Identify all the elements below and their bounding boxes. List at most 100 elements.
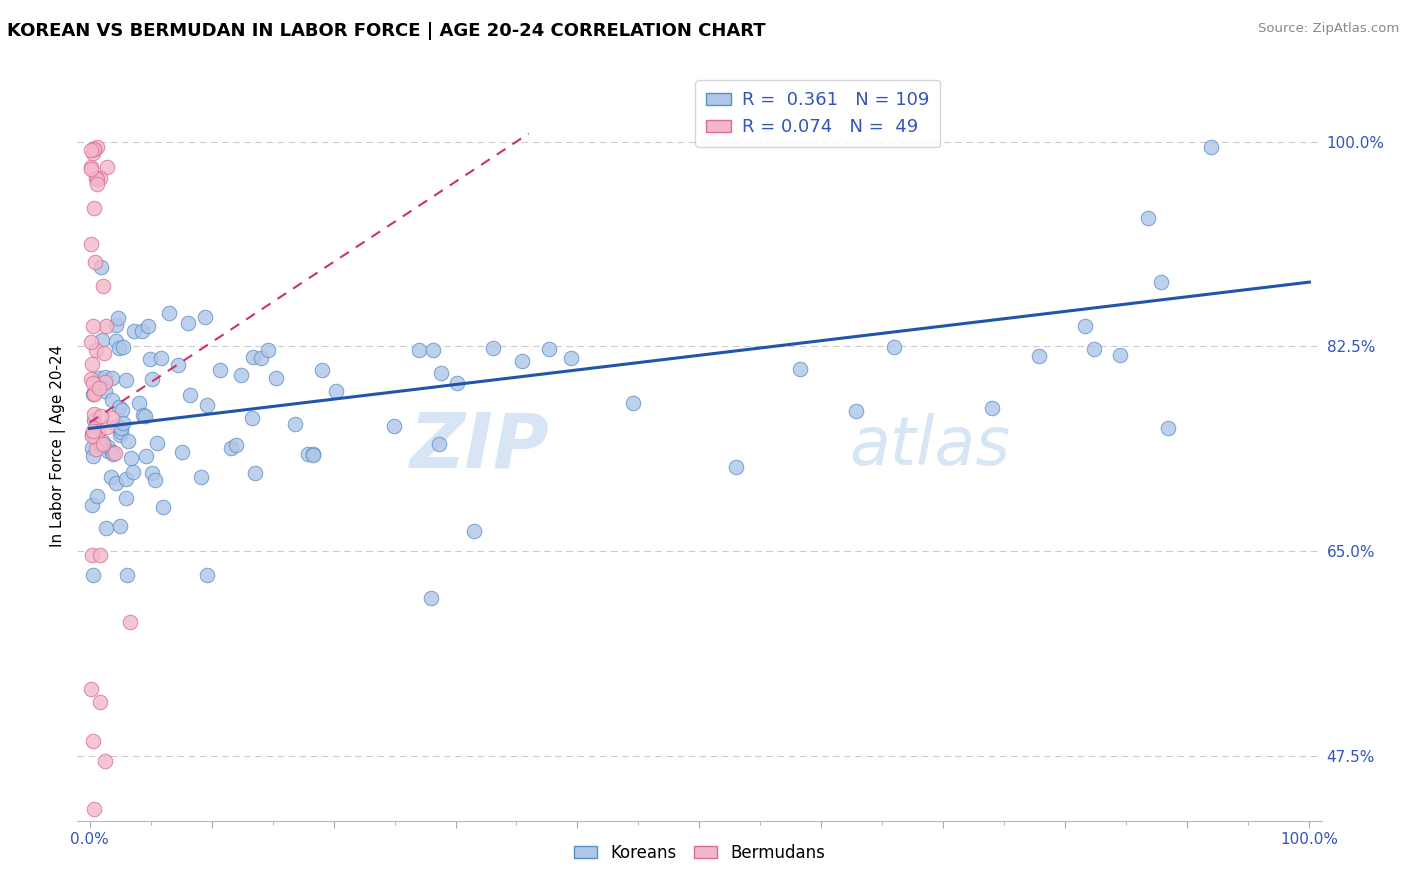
Point (845, 403, 868, 417)
Point (80, 428, 103, 442)
Point (96, 161, 118, 175)
Point (82, 376, 104, 390)
Point (83, 202, 105, 216)
Point (883, 340, 905, 354)
Point (177, 317, 200, 331)
Point (131, 324, 153, 338)
Point (104, 446, 127, 460)
Point (134, 409, 156, 423)
Point (430, 367, 453, 381)
Point (141, 372, 163, 386)
Point (297, 447, 319, 461)
Point (86, 171, 108, 186)
Point (83, 413, 105, 427)
Text: atlas: atlas (849, 413, 1010, 479)
Point (91, 437, 114, 451)
Point (80, 236, 103, 251)
Point (190, 470, 212, 484)
Point (422, 343, 444, 357)
Point (82, 441, 104, 455)
Point (482, 341, 505, 355)
Point (104, 334, 127, 349)
Point (122, 466, 145, 480)
Point (1150, 275, 1173, 289)
Point (89, 694, 111, 708)
Point (82, 567, 104, 582)
Text: ZIP: ZIP (411, 409, 550, 483)
Y-axis label: In Labor Force | Age 20-24: In Labor Force | Age 20-24 (51, 345, 66, 547)
Point (80, 498, 103, 512)
Point (209, 363, 232, 377)
Point (82, 146, 104, 161)
Point (107, 310, 129, 325)
Point (93, 754, 115, 768)
Point (157, 306, 180, 320)
Point (86, 343, 108, 358)
Point (257, 343, 280, 357)
Point (114, 373, 136, 387)
Point (621, 396, 644, 410)
Point (80, 372, 103, 386)
Point (219, 441, 242, 455)
Point (80, 427, 103, 442)
Point (89, 548, 111, 562)
Point (83, 255, 105, 269)
Text: KOREAN VS BERMUDAN IN LABOR FORCE | AGE 20-24 CORRELATION CHART: KOREAN VS BERMUDAN IN LABOR FORCE | AGE … (7, 22, 766, 40)
Point (195, 567, 218, 582)
Point (136, 318, 159, 333)
Point (110, 420, 132, 434)
Point (86, 489, 108, 503)
Point (112, 340, 135, 354)
Point (101, 411, 124, 425)
Point (94, 521, 117, 535)
Point (981, 401, 1004, 415)
Point (91, 435, 114, 450)
Point (83, 142, 105, 156)
Legend: Koreans, Bermudans: Koreans, Bermudans (567, 838, 832, 869)
Point (80, 335, 103, 350)
Point (128, 395, 150, 409)
Point (1074, 318, 1097, 333)
Point (83, 142, 105, 156)
Point (141, 466, 163, 480)
Point (101, 447, 124, 461)
Point (80, 548, 103, 562)
Point (167, 358, 190, 372)
Point (789, 362, 811, 376)
Point (1199, 140, 1222, 154)
Point (120, 615, 142, 630)
Point (82, 733, 104, 747)
Point (83, 386, 105, 401)
Point (114, 473, 136, 487)
Point (86, 425, 108, 439)
Point (91, 278, 114, 293)
Point (83, 428, 105, 442)
Point (250, 351, 273, 366)
Point (96, 440, 118, 454)
Point (146, 435, 169, 450)
Point (537, 342, 560, 356)
Point (90, 438, 112, 452)
Point (124, 324, 146, 338)
Point (560, 351, 582, 365)
Point (408, 343, 430, 358)
Point (194, 310, 217, 324)
Point (243, 467, 266, 481)
Point (82, 319, 104, 334)
Point (264, 371, 287, 385)
Point (90, 260, 112, 274)
Point (117, 434, 139, 448)
Point (86, 140, 108, 154)
Point (510, 354, 533, 368)
Point (87, 381, 110, 395)
Point (135, 449, 157, 463)
Point (96, 420, 118, 434)
Point (105, 475, 128, 490)
Point (302, 448, 325, 462)
Point (382, 419, 405, 434)
Point (86, 177, 108, 191)
Point (89, 171, 111, 186)
Point (80, 160, 103, 174)
Point (240, 411, 263, 425)
Point (446, 376, 468, 391)
